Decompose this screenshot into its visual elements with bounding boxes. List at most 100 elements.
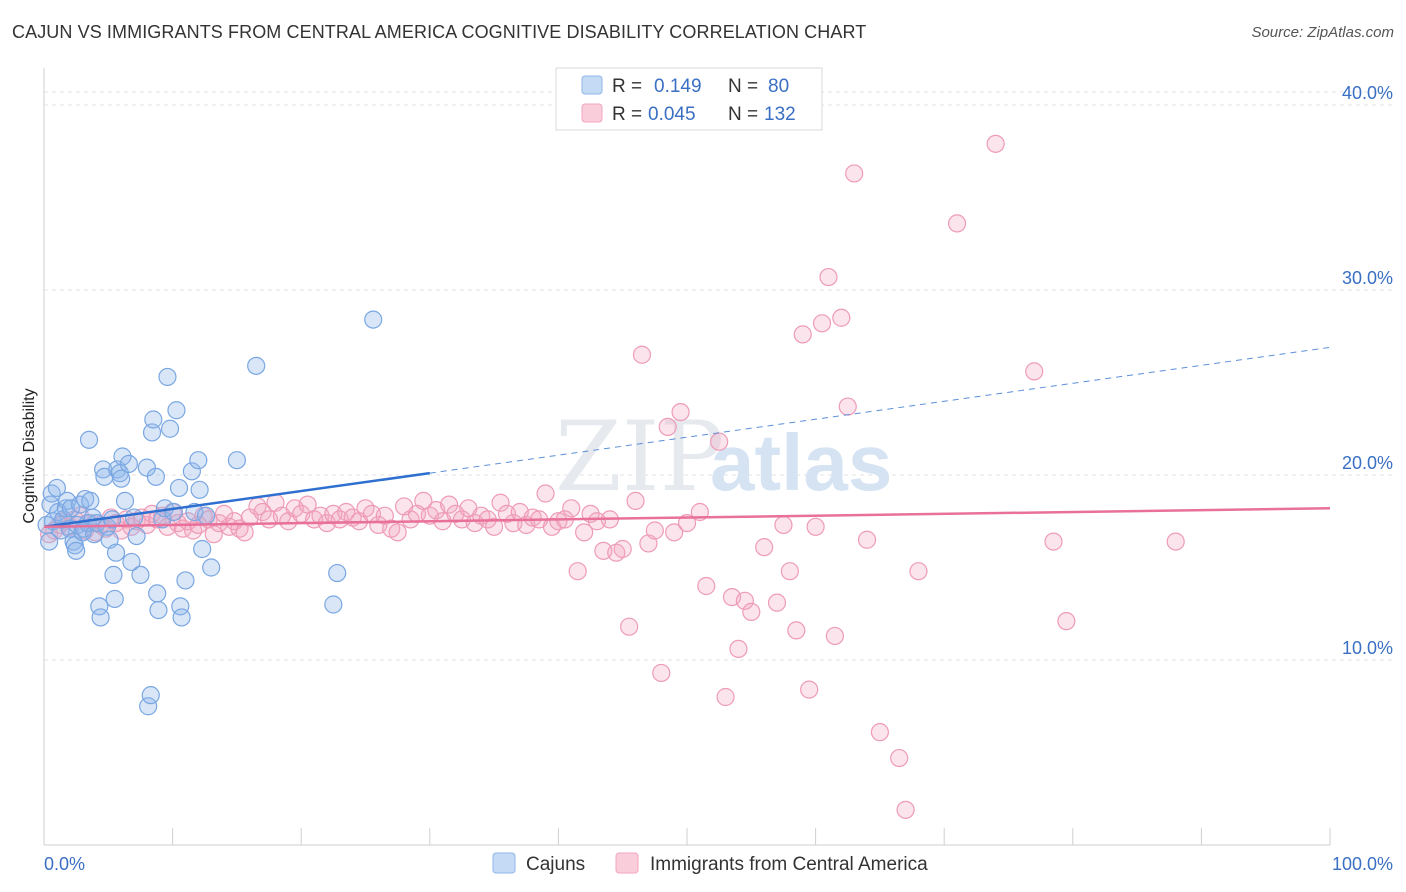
immigrants-point bbox=[568, 562, 587, 581]
immigrants-point bbox=[491, 493, 510, 512]
cajuns-point bbox=[56, 499, 75, 518]
cajuns-point bbox=[91, 608, 110, 627]
immigrants-point bbox=[665, 523, 684, 542]
immigrants-point bbox=[947, 214, 967, 233]
immigrants-point bbox=[819, 267, 838, 287]
stats-legend-swatch-blue bbox=[581, 75, 603, 95]
y-tick-label: 10.0% bbox=[1342, 638, 1393, 658]
x-tick-label-max: 100.0% bbox=[1332, 854, 1393, 874]
cajuns-point bbox=[324, 595, 343, 614]
immigrants-point bbox=[658, 417, 677, 436]
cajuns-point bbox=[122, 552, 141, 572]
watermark: ZIP atlas bbox=[555, 401, 892, 513]
cajuns-trend-extension bbox=[429, 346, 1331, 474]
immigrants-point bbox=[697, 576, 716, 596]
immigrants-point bbox=[562, 499, 581, 518]
cajuns-point bbox=[139, 697, 158, 716]
immigrants-point bbox=[575, 523, 594, 542]
cajuns-point bbox=[106, 543, 126, 562]
cajuns-point bbox=[144, 410, 163, 429]
cajuns-point bbox=[227, 451, 246, 470]
cajuns-point bbox=[149, 600, 168, 620]
cajuns-point bbox=[142, 423, 162, 442]
series-legend: Cajuns Immigrants from Central America bbox=[492, 852, 928, 875]
immigrants-point bbox=[1166, 532, 1185, 551]
series-cajuns-points bbox=[37, 310, 383, 716]
immigrants-point bbox=[806, 517, 825, 536]
immigrants-point bbox=[652, 663, 671, 683]
immigrants-point bbox=[613, 539, 632, 559]
immigrants-point bbox=[439, 495, 459, 514]
immigrants-point bbox=[793, 325, 812, 344]
immigrants-point bbox=[1057, 612, 1076, 631]
immigrants-point bbox=[710, 432, 729, 451]
immigrants-point bbox=[729, 639, 748, 659]
immigrants-point bbox=[735, 591, 754, 610]
cajuns-point bbox=[115, 491, 135, 510]
cajuns-trendline bbox=[43, 471, 430, 529]
immigrants-point bbox=[896, 800, 915, 819]
cajuns-point bbox=[185, 502, 204, 522]
cajuns-point bbox=[167, 401, 186, 420]
immigrants-point bbox=[845, 164, 864, 183]
immigrants-point bbox=[485, 517, 504, 536]
cajuns-point bbox=[328, 563, 347, 583]
immigrants-point bbox=[620, 617, 639, 636]
cajuns-point bbox=[202, 558, 221, 577]
stats-legend-swatch-pink bbox=[581, 103, 603, 123]
cajuns-point bbox=[104, 565, 123, 585]
stats-r-label-2: R = bbox=[612, 104, 642, 125]
legend-label-immigrants: Immigrants from Central America bbox=[650, 854, 928, 875]
immigrants-point bbox=[812, 314, 832, 333]
cajuns-point bbox=[172, 608, 191, 627]
source-label: Source: ZipAtlas.com bbox=[1251, 24, 1394, 41]
cajuns-point bbox=[112, 469, 131, 488]
immigrants-point bbox=[626, 491, 645, 510]
cajuns-point bbox=[113, 447, 132, 466]
immigrants-point bbox=[1025, 362, 1044, 381]
immigrants-point bbox=[780, 562, 799, 581]
immigrants-point bbox=[536, 484, 555, 503]
legend-swatch-immigrants bbox=[615, 852, 639, 874]
gridlines bbox=[44, 91, 1393, 661]
immigrants-point bbox=[1044, 532, 1063, 551]
stats-r-label-1: R = bbox=[612, 76, 642, 97]
immigrants-point bbox=[832, 308, 851, 327]
immigrants-point bbox=[645, 521, 664, 540]
cajuns-point bbox=[148, 584, 167, 603]
immigrants-point bbox=[838, 397, 857, 416]
immigrants-point bbox=[774, 515, 793, 535]
cajuns-point bbox=[141, 686, 160, 705]
watermark-zip: ZIP bbox=[555, 401, 724, 513]
immigrants-point bbox=[800, 680, 819, 699]
y-tick-label: 40.0% bbox=[1342, 83, 1393, 103]
cajuns-point bbox=[247, 356, 266, 375]
immigrants-point bbox=[742, 602, 761, 622]
stats-n-label-2: N = bbox=[728, 104, 758, 125]
cajuns-point bbox=[124, 508, 144, 527]
immigrants-point bbox=[986, 134, 1005, 153]
x-ticks bbox=[43, 828, 1331, 845]
immigrants-point bbox=[890, 748, 909, 768]
immigrants-point bbox=[909, 562, 928, 581]
immigrants-point bbox=[204, 525, 223, 544]
y-tick-label: 30.0% bbox=[1342, 268, 1393, 288]
cajuns-point bbox=[146, 467, 165, 486]
y-tick-label: 20.0% bbox=[1342, 453, 1393, 473]
cajuns-point bbox=[169, 478, 189, 498]
cajuns-point bbox=[164, 502, 183, 522]
cajuns-point bbox=[160, 419, 180, 438]
cajuns-point bbox=[189, 451, 208, 470]
cajuns-point bbox=[127, 526, 146, 546]
immigrants-point bbox=[549, 512, 568, 531]
immigrants-point bbox=[184, 521, 203, 540]
legend-label-cajuns: Cajuns bbox=[526, 854, 585, 875]
legend-swatch-cajuns bbox=[492, 852, 516, 874]
cajuns-point bbox=[190, 480, 209, 499]
immigrants-point bbox=[787, 621, 806, 640]
cajuns-point bbox=[105, 589, 124, 609]
y-axis-label: Cognitive Disability bbox=[21, 388, 38, 523]
cajuns-point bbox=[79, 430, 99, 449]
cajuns-point bbox=[40, 532, 59, 551]
